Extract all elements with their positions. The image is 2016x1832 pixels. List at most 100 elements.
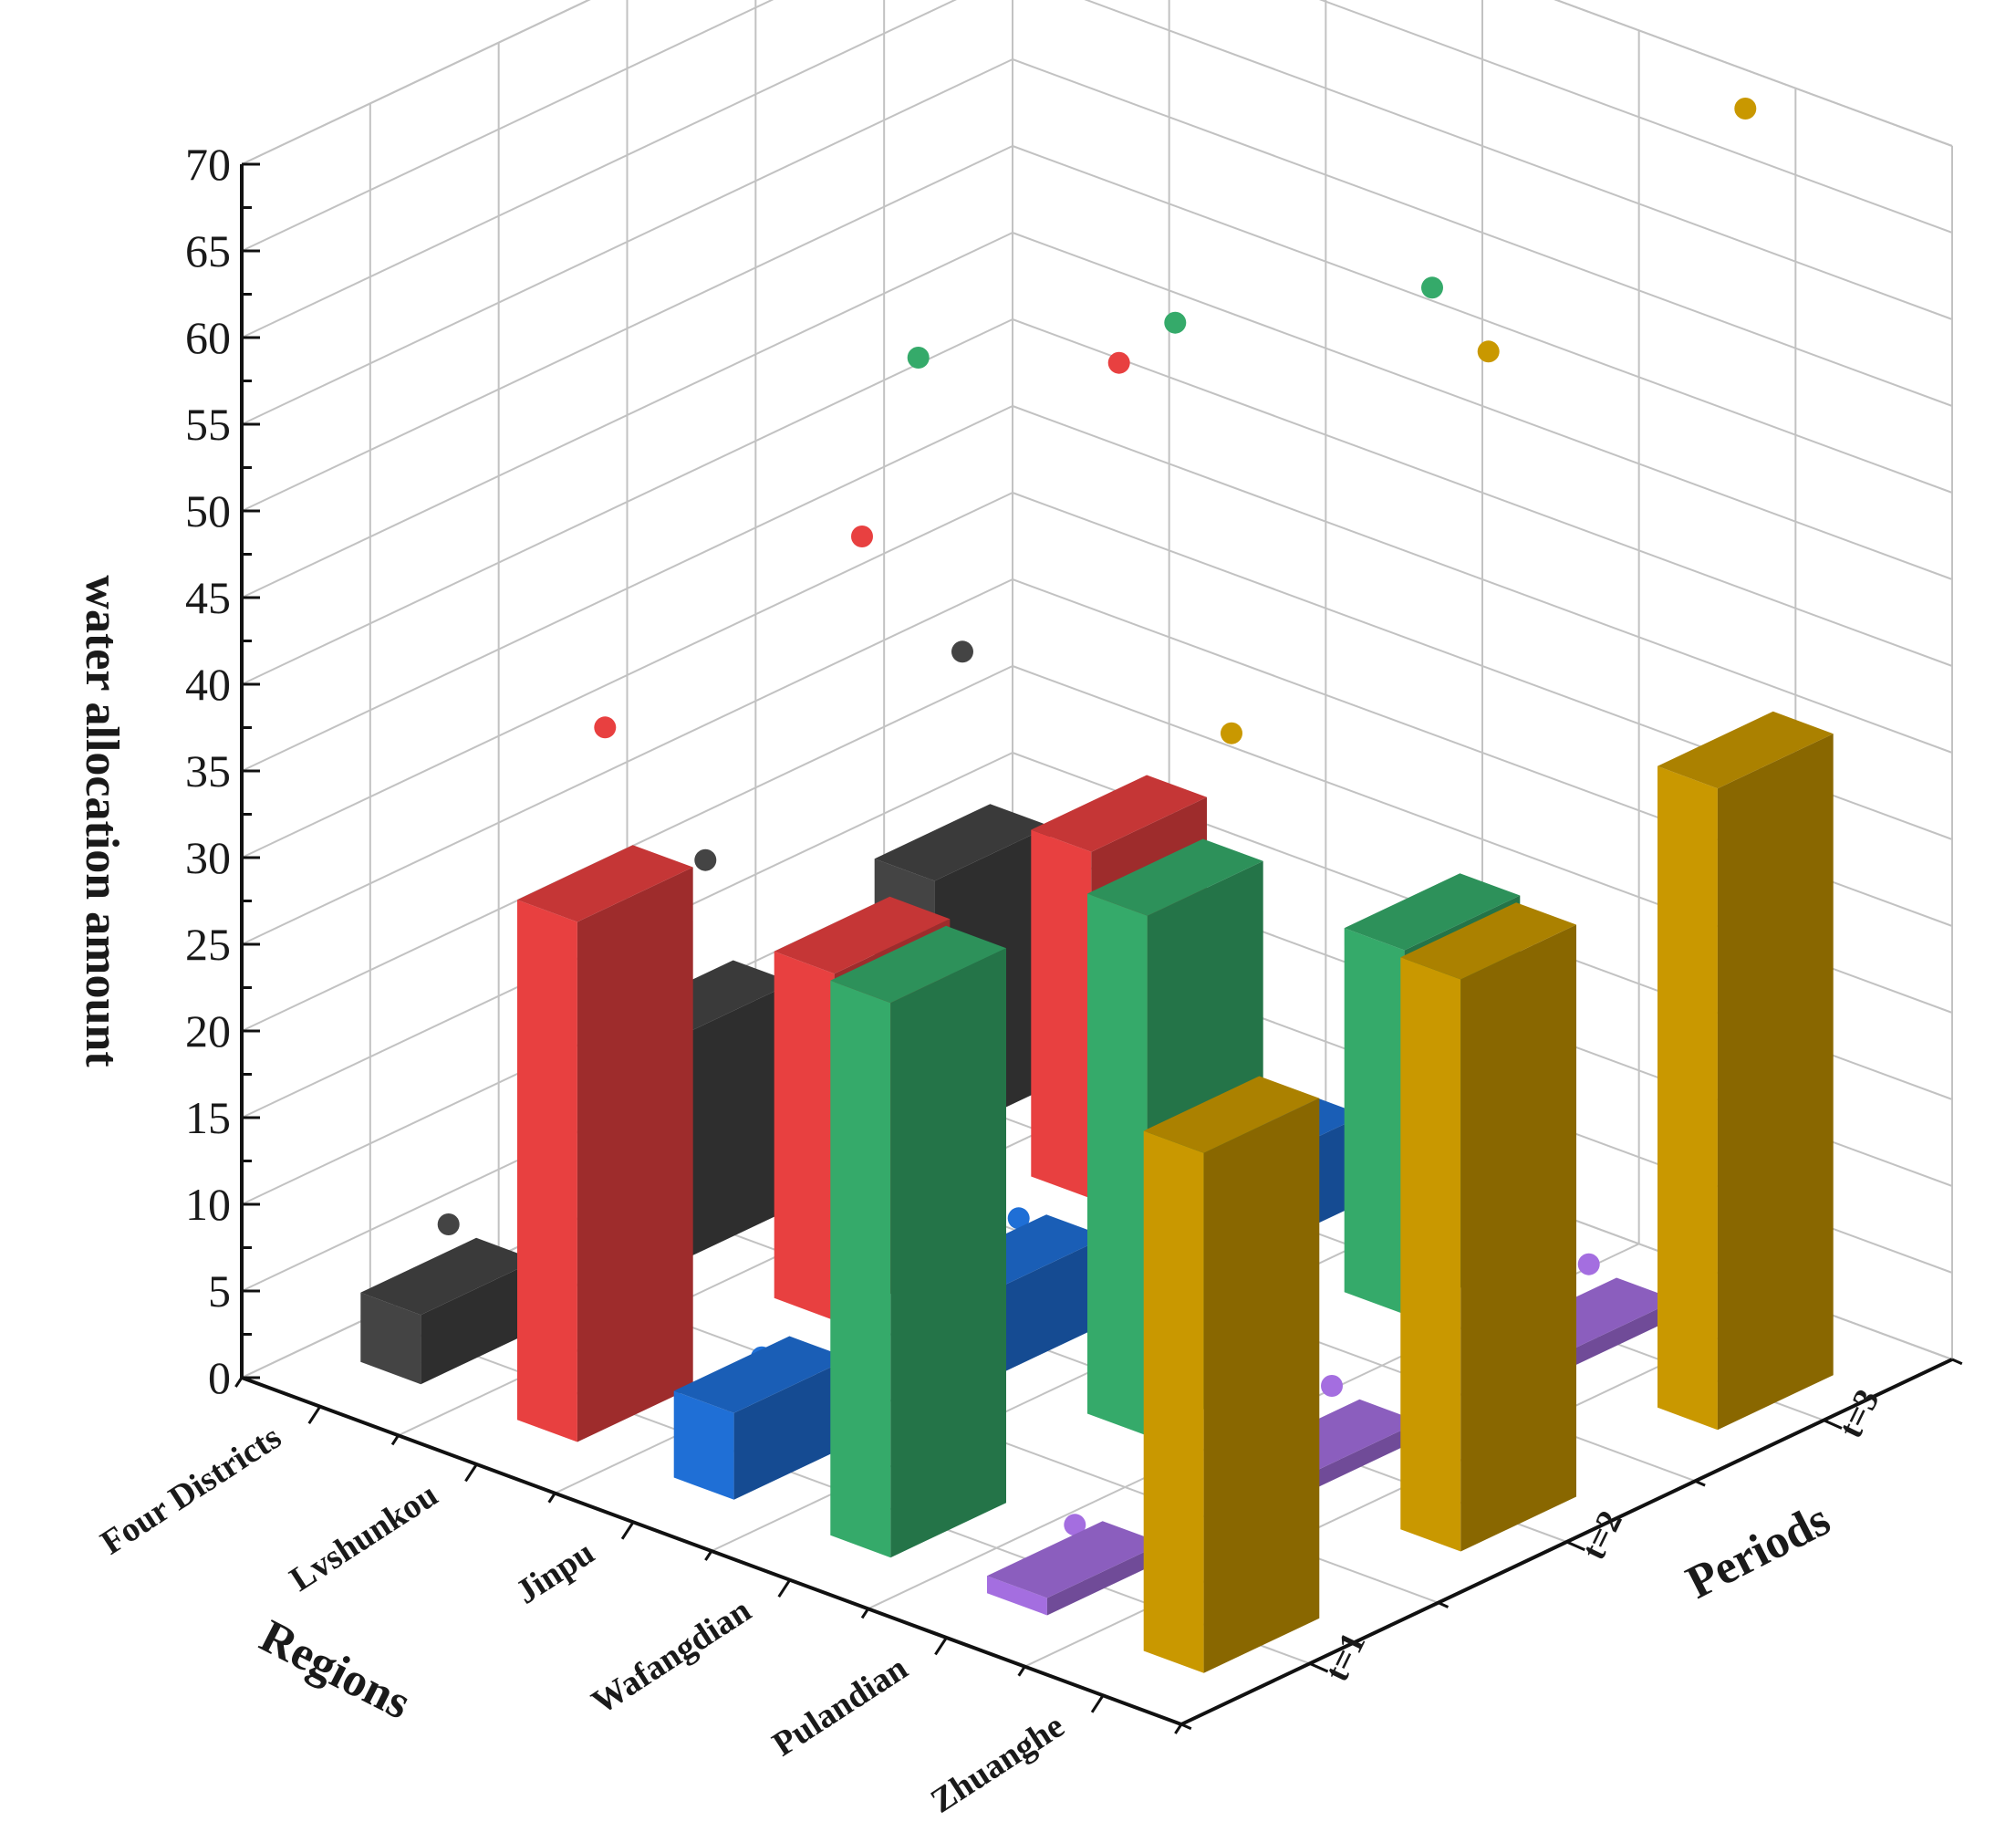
region-minor-tick <box>234 1377 244 1388</box>
region-tick-label: Zhuanghe <box>924 1707 1071 1821</box>
data-point <box>1321 1375 1343 1397</box>
data-point <box>1164 311 1187 334</box>
z-tick-label: 65 <box>185 225 231 276</box>
data-point <box>1477 340 1500 363</box>
bar-front-face <box>360 1292 421 1385</box>
bar-top-face <box>1344 873 1521 951</box>
z-tick-label: 60 <box>185 312 231 363</box>
period-minor-tick <box>1694 1479 1706 1487</box>
bar-top-face <box>987 1521 1163 1598</box>
data-point <box>1421 276 1443 299</box>
data-point <box>1577 1253 1600 1275</box>
bar-top-face <box>1400 902 1576 980</box>
region-axis-title: Regions <box>252 1610 419 1730</box>
z-tick-label: 55 <box>185 399 231 450</box>
region-tick-label: Lvshunkou <box>283 1475 444 1598</box>
data-point <box>951 640 973 663</box>
data-point <box>694 848 717 871</box>
bar-side-face <box>421 1260 536 1385</box>
bar-top-face <box>517 845 693 922</box>
bar-top-face <box>774 896 951 974</box>
bar-side-face <box>890 948 1006 1558</box>
bar-side-face <box>677 982 794 1263</box>
bar-front-face <box>774 951 835 1321</box>
bar-front-face <box>517 900 577 1442</box>
z-tick-label: 45 <box>185 572 231 623</box>
period-tick <box>1823 1419 1843 1430</box>
z-tick-label: 35 <box>185 745 231 796</box>
data-point <box>437 1213 460 1235</box>
bar-side-face <box>1460 924 1576 1552</box>
data-point <box>1007 1207 1030 1230</box>
z-tick-label: 20 <box>185 1005 231 1057</box>
region-tick-label: Four Districts <box>94 1418 288 1562</box>
bar <box>673 1336 850 1500</box>
bar <box>517 845 693 1442</box>
bar-side-face <box>1046 1543 1163 1616</box>
bar-top-face <box>1031 775 1207 852</box>
grid-line <box>1554 0 1953 147</box>
bar-side-face <box>577 867 693 1442</box>
bar <box>1143 1076 1320 1673</box>
bar-side-face <box>733 1358 850 1500</box>
z-tick-label: 50 <box>185 485 231 536</box>
grid-line <box>241 0 591 165</box>
region-tick <box>777 1578 792 1598</box>
bar-front-face <box>1031 829 1092 1199</box>
bar-top-face <box>360 1237 536 1316</box>
bar <box>987 1521 1163 1616</box>
data-point <box>1064 1514 1086 1536</box>
z-tick-label: 0 <box>208 1352 231 1403</box>
bar <box>1657 711 1834 1431</box>
period-minor-tick <box>1951 1358 1963 1366</box>
bar-side-face <box>1203 1098 1320 1673</box>
period-tick <box>1565 1540 1585 1552</box>
z-tick-label: 40 <box>185 659 231 710</box>
bar-top-face <box>830 925 1006 1004</box>
bar-front-face <box>987 1576 1047 1616</box>
region-minor-tick <box>390 1434 400 1446</box>
bar-side-face <box>1304 1421 1420 1494</box>
z-tick-label: 70 <box>185 139 231 190</box>
region-tick <box>307 1405 322 1424</box>
bar-side-face <box>1717 734 1834 1431</box>
region-minor-tick <box>860 1608 869 1619</box>
region-tick <box>934 1637 948 1656</box>
bar <box>1400 902 1576 1552</box>
period-minor-tick <box>1438 1601 1450 1608</box>
z-axis-title: water allocation amount <box>76 575 128 1067</box>
z-tick-label: 5 <box>208 1265 231 1317</box>
z-tick-label: 25 <box>185 919 231 970</box>
bar-front-face <box>673 1390 734 1500</box>
bar-front-face <box>1143 1130 1204 1673</box>
bar-top-face <box>1143 1076 1320 1153</box>
bar <box>360 1237 536 1385</box>
bar-front-face <box>1344 928 1405 1315</box>
region-tick-label: Wafangdian <box>585 1591 757 1722</box>
period-minor-tick <box>1180 1723 1192 1731</box>
bar-side-face <box>1561 1299 1677 1372</box>
data-point <box>851 526 873 547</box>
bar-side-face <box>991 1236 1107 1379</box>
region-tick <box>620 1521 635 1540</box>
z-tick-label: 15 <box>185 1092 231 1143</box>
bar-top-face <box>1657 711 1834 789</box>
data-point <box>1734 98 1757 120</box>
z-tick-label: 10 <box>185 1179 231 1230</box>
region-minor-tick <box>704 1550 713 1561</box>
bar-top-face <box>1087 838 1263 916</box>
z-tick-label: 30 <box>185 832 231 883</box>
period-tick <box>1309 1661 1329 1673</box>
bar-front-face <box>1657 765 1718 1431</box>
data-point <box>1107 351 1130 374</box>
region-tick <box>464 1463 478 1483</box>
bar-top-face <box>673 1336 850 1413</box>
region-tick <box>1090 1694 1105 1713</box>
bar-front-face <box>1400 957 1461 1552</box>
data-bars <box>360 711 1834 1673</box>
axes <box>234 162 1963 1734</box>
region-tick-label: Pulandian <box>766 1649 915 1764</box>
region-minor-tick <box>1174 1723 1183 1734</box>
bar-front-face <box>1087 893 1148 1436</box>
